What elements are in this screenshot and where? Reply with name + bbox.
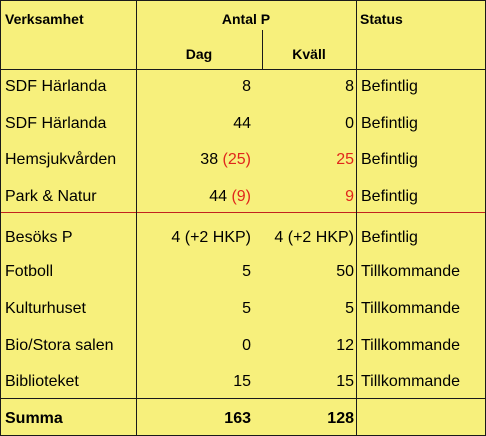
dag-value: 4 (+2 HKP): [171, 229, 251, 246]
row-verksamhet: Bio/Stora salen: [5, 337, 114, 354]
row-dag: 5: [137, 299, 251, 319]
row-status: Tillkommande: [361, 337, 460, 354]
row-verksamhet: Park & Natur: [5, 188, 97, 205]
row-status: Befintlig: [361, 78, 418, 95]
row-status: Tillkommande: [361, 263, 460, 280]
row-kvall: 25: [336, 151, 354, 168]
summa-kvall: 128: [327, 410, 354, 427]
header-status: Status: [360, 11, 403, 27]
header-antal-p: Antal P: [221, 11, 271, 27]
row-kvall: 0: [345, 115, 354, 132]
header-verksamhet: Verksamhet: [5, 11, 84, 27]
row-dag: 44 (9): [137, 187, 251, 207]
row-status: Befintlig: [361, 115, 418, 132]
row-dag: 15: [137, 372, 251, 392]
row-kvall: 50: [336, 263, 354, 280]
summa-top-line: [0, 398, 486, 399]
row-kvall: 12: [336, 337, 354, 354]
table-border-left: [0, 0, 1, 436]
row-kvall: 4 (+2 HKP): [274, 229, 354, 246]
dag-value: 8: [242, 78, 251, 95]
row-dag: 44: [137, 114, 251, 134]
row-verksamhet: Biblioteket: [5, 373, 79, 390]
row-status: Befintlig: [361, 188, 418, 205]
row-verksamhet: Besöks P: [5, 229, 73, 246]
row-status: Befintlig: [361, 229, 418, 246]
header-kvall: Kväll: [292, 46, 326, 62]
row-kvall: 5: [345, 300, 354, 317]
row-kvall: 9: [345, 188, 354, 205]
dag-extra: (9): [231, 188, 251, 205]
row-dag: 0: [137, 336, 251, 356]
row-verksamhet: Kulturhuset: [5, 300, 86, 317]
table-border-top: [0, 0, 486, 1]
column-divider-1: [136, 0, 137, 436]
group-separator-line: [0, 212, 486, 213]
header-bottom-line: [0, 69, 486, 70]
row-verksamhet: Fotboll: [5, 263, 54, 280]
row-kvall: 8: [345, 78, 354, 95]
column-divider-2: [356, 0, 357, 436]
header-dag: Dag: [185, 46, 213, 62]
dag-extra: (25): [222, 151, 251, 168]
summa-label: Summa: [5, 410, 63, 427]
dag-value: 5: [242, 263, 251, 280]
column-divider-dag-kvall: [262, 30, 263, 69]
row-kvall: 15: [336, 373, 354, 390]
row-dag: 5: [137, 262, 251, 282]
row-dag: 4 (+2 HKP): [137, 228, 251, 248]
dag-value: 44: [209, 188, 227, 205]
dag-value: 5: [242, 300, 251, 317]
row-dag: 38 (25): [137, 150, 251, 170]
row-status: Tillkommande: [361, 300, 460, 317]
row-status: Tillkommande: [361, 373, 460, 390]
summa-dag: 163: [224, 410, 251, 427]
row-verksamhet: SDF Härlanda: [5, 78, 107, 95]
dag-value: 38: [200, 151, 219, 168]
row-dag: 8: [137, 77, 251, 97]
dag-value: 44: [233, 115, 251, 132]
dag-value: 15: [233, 373, 251, 390]
dag-value: 0: [242, 337, 251, 354]
row-verksamhet: Hemsjukvården: [5, 151, 117, 168]
row-verksamhet: SDF Härlanda: [5, 115, 107, 132]
row-status: Befintlig: [361, 151, 418, 168]
